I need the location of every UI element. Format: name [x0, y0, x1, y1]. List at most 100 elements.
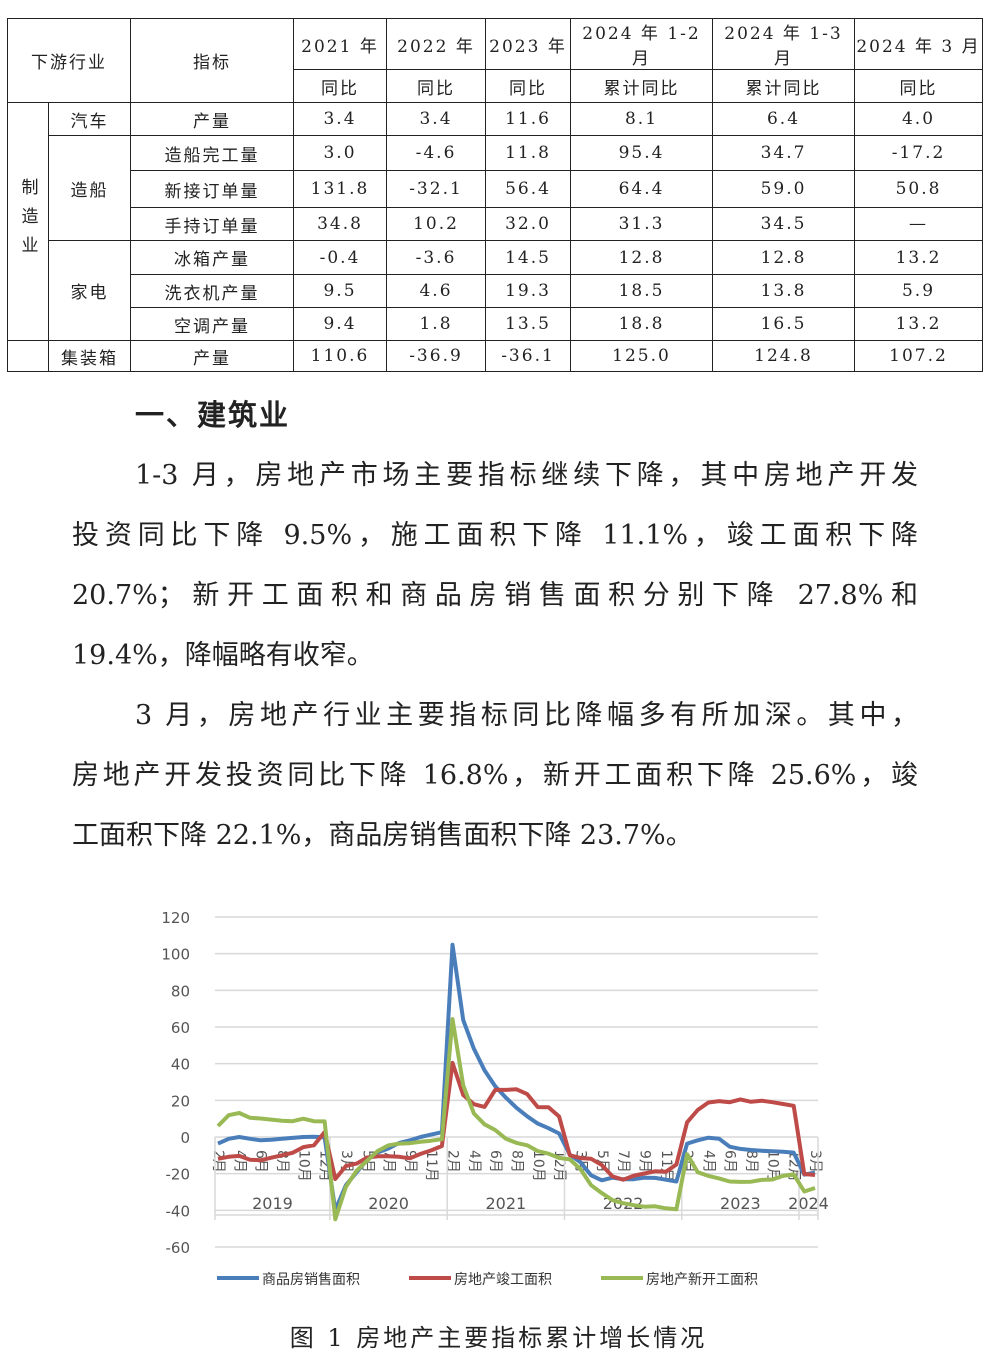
x-tick-label: 9月	[402, 1150, 418, 1173]
paragraph-2: 3 月，房地产行业主要指标同比降幅多有所加深。其中， 房地产开发投资同比下降 16…	[72, 686, 918, 866]
value-cell: -36.9	[386, 340, 486, 372]
indicator-cell: 产量	[130, 340, 294, 372]
table-row: 家电 冰箱产量 -0.4 -3.6 14.5 12.8 12.8 13.2	[8, 240, 983, 341]
paragraph-line: 20.7%；新开工面积和商品房销售面积分别下降 27.8%和	[72, 580, 918, 611]
y-tick-label: 120	[161, 909, 190, 927]
indicator-cell: 产量	[130, 102, 294, 136]
paragraph-line: 19.4%，降幅略有收窄。	[72, 640, 374, 671]
year-label: 2021	[485, 1194, 526, 1213]
value-cell: 11.8	[485, 135, 571, 171]
value-cell: 8.1	[570, 102, 713, 136]
series-line-0	[217, 942, 816, 1213]
x-tick-label: 2月	[210, 1150, 226, 1173]
header-period: 2024 年 1-3 月	[712, 18, 855, 70]
series-line-2	[216, 1017, 816, 1222]
x-tick-label: 10月	[295, 1150, 311, 1182]
y-tick-label: 80	[171, 982, 190, 1000]
header-metric: 累计同比	[712, 69, 855, 103]
header-period: 2022 年	[386, 18, 486, 70]
value-cell: 14.5	[485, 240, 571, 275]
value-cell: 124.8	[712, 340, 855, 372]
paragraph-line: 1-3 月，房地产市场主要指标继续下降，其中房地产开发	[135, 460, 918, 491]
paragraph-line: 房地产开发投资同比下降 16.8%，新开工面积下降 25.6%，竣	[72, 760, 918, 791]
header-metric: 同比	[854, 69, 983, 103]
value-cell: 110.6	[293, 340, 387, 372]
value-cell: 107.2	[854, 340, 983, 372]
value-cell: 13.2	[854, 240, 983, 275]
table-row: 手持订单量 34.8 10.2 32.0 31.3 34.5—	[8, 207, 983, 241]
value-cell: 50.8	[854, 170, 983, 208]
value-cell: 5.9	[854, 274, 983, 308]
x-tick-label: 4月	[466, 1150, 482, 1173]
value-cell: 125.0	[570, 340, 713, 372]
indicator-cell: 空调产量	[130, 307, 294, 341]
x-tick-label: 3月	[807, 1150, 823, 1173]
value-cell: 9.5	[293, 274, 387, 308]
downstream-industry-table: 下游行业 指标 2021 年 2022 年 2023 年 2024 年 1-2 月 2024…	[7, 18, 983, 372]
value-cell: 95.4	[570, 135, 713, 171]
x-tick-label: 10月	[530, 1150, 546, 1182]
x-tick-label: 10月	[764, 1150, 780, 1182]
y-tick-label: 40	[171, 1056, 190, 1074]
year-label: 2019	[252, 1194, 293, 1213]
y-tick-label: 0	[180, 1129, 190, 1147]
value-cell: 11.6	[485, 102, 571, 136]
value-cell: 9.4	[293, 307, 387, 341]
x-tick-label: 8月	[509, 1150, 525, 1173]
value-cell: 18.8	[570, 307, 713, 341]
paragraph-line: 3 月，房地产行业主要指标同比降幅多有所加深。其中，	[135, 700, 918, 731]
year-label: 2020	[368, 1194, 409, 1213]
header-metric: 同比	[386, 69, 486, 103]
year-label: 2023	[720, 1194, 761, 1213]
value-cell: 19.3	[485, 274, 571, 308]
sector-cell-empty	[7, 340, 49, 372]
value-cell: -32.1	[386, 170, 486, 208]
indicator-cell: 造船完工量	[130, 135, 294, 171]
table-row: 制造业 汽车 产量 3.4 3.4 11.6 8.1 6.4 4.0	[7, 102, 983, 341]
year-label: 2024	[788, 1194, 829, 1213]
sector-cell: 制造业	[7, 102, 49, 341]
group-cell: 集装箱	[48, 340, 131, 372]
paragraph-line: 工面积下降 22.1%，商品房销售面积下降 23.7%。	[72, 820, 693, 851]
x-tick-label: 7月	[381, 1150, 397, 1173]
table-row: 空调产量 9.4 1.8 13.5 18.8 16.5 13.2	[8, 307, 983, 341]
y-tick-label: 100	[161, 946, 190, 964]
x-tick-label: 9月	[636, 1150, 652, 1173]
legend-label: 商品房销售面积	[262, 1272, 360, 1288]
x-tick-label: 8月	[743, 1150, 759, 1173]
value-cell: -4.6	[386, 135, 486, 171]
y-tick-label: 20	[171, 1092, 190, 1110]
value-cell: 4.0	[854, 102, 983, 136]
y-tick-label: -60	[166, 1239, 191, 1257]
header-industry: 下游行业	[7, 18, 131, 103]
table-row: 新接订单量 131.8 -32.1 56.4 64.4 59.0 50.8	[8, 170, 983, 208]
x-tick-label: 4月	[700, 1150, 716, 1173]
value-cell: -36.1	[485, 340, 571, 372]
x-tick-label: 2月	[445, 1150, 461, 1173]
value-cell: 6.4	[712, 102, 855, 136]
header-period: 2024 年 3 月	[854, 18, 983, 70]
y-tick-label: -40	[166, 1202, 191, 1220]
x-tick-label: 3月	[338, 1150, 354, 1173]
series-line-1	[217, 1060, 816, 1182]
table-row: 造船 造船完工量 3.0 -4.6 11.8 95.4 34.7 -17.2	[8, 135, 983, 241]
paragraph-1: 1-3 月，房地产市场主要指标继续下降，其中房地产开发投资同比下降 9.5%，施…	[72, 446, 918, 686]
value-cell: 10.2	[386, 207, 486, 241]
value-cell: 13.8	[712, 274, 855, 308]
value-cell: 3.0	[293, 135, 387, 171]
paragraph-line: 投资同比下降 9.5%，施工面积下降 11.1%，竣工面积下降	[72, 520, 918, 551]
y-tick-label: 60	[171, 1019, 190, 1037]
value-cell: —	[854, 207, 983, 241]
value-cell: 32.0	[485, 207, 571, 241]
legend-label: 房地产竣工面积	[454, 1272, 552, 1288]
group-cell: 家电	[48, 240, 131, 341]
indicator-cell: 手持订单量	[130, 207, 294, 241]
header-indicator: 指标	[130, 18, 294, 103]
section-title: 一、建筑业	[135, 398, 291, 432]
y-tick-label: -20	[166, 1166, 191, 1184]
value-cell: 34.8	[293, 207, 387, 241]
value-cell: 56.4	[485, 170, 571, 208]
group-cell: 汽车	[48, 102, 131, 136]
